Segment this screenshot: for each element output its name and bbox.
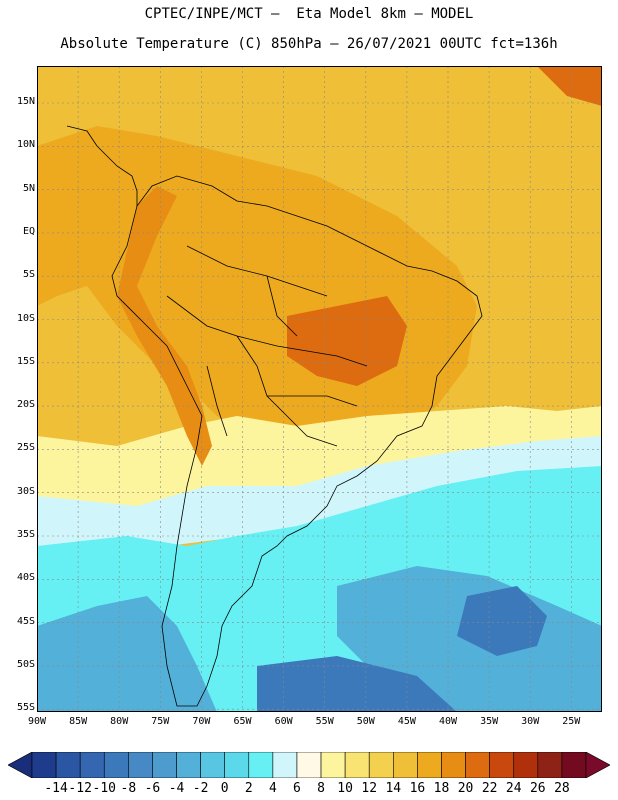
colorbar-swatch bbox=[103, 752, 129, 778]
colorbar-tick-label: 14 bbox=[385, 781, 402, 796]
colorbar-swatch bbox=[31, 752, 57, 778]
colorbar-swatch bbox=[248, 752, 274, 778]
colorbar-tick-label: 2 bbox=[244, 781, 253, 796]
colorbar-tick-label: 28 bbox=[554, 781, 570, 796]
lon-label: 55W bbox=[315, 716, 334, 727]
colorbar-tick-label: 22 bbox=[481, 781, 498, 796]
colorbar-tick-label: 4 bbox=[268, 781, 277, 796]
lat-label: 55S bbox=[16, 702, 35, 714]
map-title-line-1: CPTEC/INPE/MCT — Eta Model 8km — MODEL bbox=[144, 6, 474, 22]
lon-label: 65W bbox=[233, 716, 252, 727]
lat-label: 10N bbox=[16, 139, 35, 151]
lon-label: 40W bbox=[438, 716, 458, 727]
colorbar-swatch bbox=[368, 752, 394, 778]
colorbar-tick-label: -12 bbox=[68, 781, 92, 796]
colorbar-tick-label: -2 bbox=[192, 781, 209, 796]
colorbar-tick-label: 12 bbox=[361, 781, 378, 796]
country-borders bbox=[166, 245, 368, 447]
colorbar-swatch bbox=[513, 752, 539, 778]
colorbar-swatch bbox=[344, 752, 370, 778]
colorbar bbox=[8, 752, 610, 778]
lat-label: 20S bbox=[16, 399, 35, 411]
lat-label: 40S bbox=[16, 572, 35, 584]
colorbar-swatch bbox=[489, 752, 515, 778]
colorbar-tick-label: -10 bbox=[92, 781, 116, 796]
lon-label: 85W bbox=[69, 716, 88, 727]
lon-label: 60W bbox=[274, 716, 293, 727]
colorbar-tick-label: 6 bbox=[293, 781, 301, 796]
map-title-line-2: Absolute Temperature (C) 850hPa — 26/07/… bbox=[60, 36, 558, 52]
colorbar-tick-label: 20 bbox=[457, 781, 474, 796]
lat-label: 45S bbox=[16, 615, 35, 627]
field-pale-band bbox=[37, 436, 602, 566]
colorbar-swatch bbox=[128, 752, 153, 778]
colorbar-swatch bbox=[224, 752, 250, 778]
lat-label: 15S bbox=[16, 355, 35, 367]
colorbar-tick-label: 16 bbox=[409, 781, 426, 796]
colorbar-tick-label: 26 bbox=[529, 781, 546, 796]
colorbar-swatch bbox=[465, 752, 490, 778]
colorbar-swatch bbox=[55, 752, 81, 778]
colorbar-tick-label: -14 bbox=[44, 781, 68, 796]
lat-label: 5S bbox=[22, 269, 35, 281]
colorbar-swatch bbox=[272, 752, 298, 778]
lon-label: 35W bbox=[480, 716, 499, 727]
lat-label: 25S bbox=[16, 442, 35, 454]
lat-label: 35S bbox=[16, 529, 35, 540]
central-america-outline bbox=[66, 125, 138, 206]
lon-label: 50W bbox=[356, 716, 375, 727]
field-andes-warm-strip bbox=[117, 186, 212, 466]
field-cold-core bbox=[257, 586, 547, 712]
lat-label: 15N bbox=[16, 96, 35, 107]
lat-label: 50S bbox=[16, 658, 35, 670]
lat-label: 5N bbox=[22, 182, 35, 194]
lat-label: 10S bbox=[16, 312, 35, 324]
lon-label: 30W bbox=[521, 716, 540, 727]
colorbar-tick-label: 18 bbox=[433, 781, 450, 796]
colorbar-tick-label: 10 bbox=[337, 781, 353, 796]
colorbar-tick-label: 0 bbox=[220, 781, 229, 796]
colorbar-tick-label: 8 bbox=[317, 781, 325, 796]
colorbar-swatch bbox=[200, 752, 225, 778]
map-frame bbox=[37, 66, 602, 712]
lon-label: 80W bbox=[110, 716, 129, 727]
colorbar-swatch bbox=[296, 752, 322, 778]
colorbar-swatch bbox=[441, 752, 466, 778]
colorbar-swatch bbox=[393, 752, 418, 778]
lat-label: EQ bbox=[22, 225, 35, 237]
colorbar-swatch bbox=[152, 752, 177, 778]
colorbar-swatch bbox=[79, 752, 105, 778]
colorbar-swatch bbox=[561, 752, 587, 778]
lat-label: 30S bbox=[16, 485, 35, 497]
coastlines-and-borders bbox=[66, 125, 483, 707]
temperature-field bbox=[37, 66, 602, 712]
colorbar-swatch bbox=[417, 752, 442, 778]
lon-label: 45W bbox=[397, 716, 416, 727]
colorbar-tick-label: 24 bbox=[505, 781, 522, 796]
lon-label: 70W bbox=[192, 716, 211, 727]
field-cool-south bbox=[37, 566, 602, 712]
colorbar-swatch bbox=[537, 752, 563, 778]
south-america-outline bbox=[111, 175, 483, 707]
colorbar-tick-label: -6 bbox=[144, 781, 161, 796]
colorbar-lower-extend bbox=[8, 752, 33, 778]
graticule bbox=[37, 66, 602, 712]
lon-label: 90W bbox=[27, 716, 47, 727]
colorbar-upper-extend bbox=[585, 752, 610, 778]
lon-label: 25W bbox=[562, 716, 581, 727]
colorbar-tick-label: -8 bbox=[120, 781, 137, 796]
lon-label: 75W bbox=[151, 716, 170, 727]
colorbar-swatch bbox=[176, 752, 201, 778]
colorbar-swatch bbox=[320, 752, 346, 778]
colorbar-tick-label: -4 bbox=[168, 781, 185, 796]
temperature-map bbox=[37, 66, 602, 712]
